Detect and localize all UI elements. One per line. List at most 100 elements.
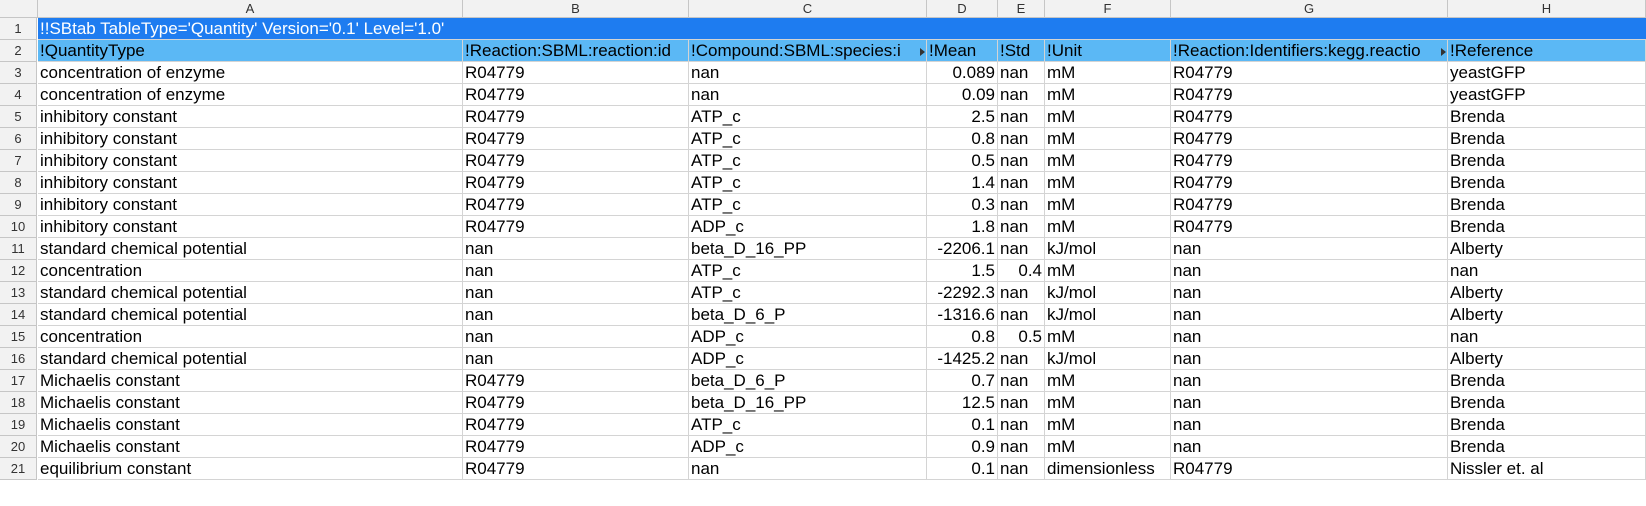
table-cell-e[interactable]: nan <box>998 194 1045 216</box>
table-cell-a[interactable]: concentration <box>38 326 463 348</box>
table-cell-c[interactable]: nan <box>689 62 927 84</box>
table-cell-h[interactable]: Alberty <box>1448 282 1646 304</box>
column-header-d[interactable]: D <box>927 0 998 17</box>
table-cell-g[interactable]: R04779 <box>1171 84 1448 106</box>
table-cell-d[interactable]: 0.8 <box>927 128 998 150</box>
table-cell-h[interactable]: Brenda <box>1448 128 1646 150</box>
table-cell-f[interactable]: mM <box>1045 392 1171 414</box>
table-cell-d[interactable]: 0.7 <box>927 370 998 392</box>
table-cell-h[interactable]: Alberty <box>1448 238 1646 260</box>
table-cell-h[interactable]: Nissler et. al <box>1448 458 1646 480</box>
table-cell-a[interactable]: Michaelis constant <box>38 370 463 392</box>
table-cell-a[interactable]: inhibitory constant <box>38 106 463 128</box>
table-cell-b[interactable]: R04779 <box>463 62 689 84</box>
column-header-g[interactable]: G <box>1171 0 1448 17</box>
table-cell-g[interactable]: R04779 <box>1171 150 1448 172</box>
row-header-6[interactable]: 6 <box>0 128 37 150</box>
table-cell-e[interactable]: nan <box>998 436 1045 458</box>
table-cell-d[interactable]: 0.9 <box>927 436 998 458</box>
row-header-11[interactable]: 11 <box>0 238 37 260</box>
table-cell-a[interactable]: inhibitory constant <box>38 216 463 238</box>
table-cell-h[interactable]: Brenda <box>1448 194 1646 216</box>
table-cell-a[interactable]: inhibitory constant <box>38 194 463 216</box>
table-cell-c[interactable]: ADP_c <box>689 348 927 370</box>
table-cell-h[interactable]: Brenda <box>1448 436 1646 458</box>
table-cell-h[interactable]: nan <box>1448 260 1646 282</box>
table-cell-f[interactable]: kJ/mol <box>1045 348 1171 370</box>
table-cell-a[interactable]: concentration <box>38 260 463 282</box>
table-cell-d[interactable]: 0.5 <box>927 150 998 172</box>
table-cell-a[interactable]: standard chemical potential <box>38 282 463 304</box>
table-cell-g[interactable]: nan <box>1171 260 1448 282</box>
table-cell-f[interactable]: mM <box>1045 128 1171 150</box>
table-cell-d[interactable]: 0.089 <box>927 62 998 84</box>
row-header-7[interactable]: 7 <box>0 150 37 172</box>
table-cell-e[interactable]: nan <box>998 282 1045 304</box>
row-header-16[interactable]: 16 <box>0 348 37 370</box>
column-header-b[interactable]: B <box>463 0 689 17</box>
table-cell-a[interactable]: standard chemical potential <box>38 348 463 370</box>
table-cell-g[interactable]: R04779 <box>1171 62 1448 84</box>
table-cell-b[interactable]: nan <box>463 348 689 370</box>
table-cell-g[interactable]: nan <box>1171 436 1448 458</box>
row-header-14[interactable]: 14 <box>0 304 37 326</box>
column-header-e[interactable]: E <box>998 0 1045 17</box>
table-cell-h[interactable]: Brenda <box>1448 106 1646 128</box>
table-cell-e[interactable]: nan <box>998 150 1045 172</box>
table-cell-c[interactable]: ATP_c <box>689 106 927 128</box>
table-cell-e[interactable]: 0.4 <box>998 260 1045 282</box>
column-header-f[interactable]: F <box>1045 0 1171 17</box>
table-cell-d[interactable]: 1.8 <box>927 216 998 238</box>
table-cell-b[interactable]: R04779 <box>463 436 689 458</box>
table-cell-e[interactable]: nan <box>998 238 1045 260</box>
table-cell-a[interactable]: standard chemical potential <box>38 238 463 260</box>
table-cell-g[interactable]: nan <box>1171 414 1448 436</box>
table-cell-f[interactable]: kJ/mol <box>1045 304 1171 326</box>
table-cell-g[interactable]: nan <box>1171 370 1448 392</box>
table-cell-b[interactable]: R04779 <box>463 106 689 128</box>
table-cell-e[interactable]: nan <box>998 106 1045 128</box>
row-header-19[interactable]: 19 <box>0 414 37 436</box>
table-cell-a[interactable]: standard chemical potential <box>38 304 463 326</box>
table-cell-f[interactable]: kJ/mol <box>1045 238 1171 260</box>
table-cell-h[interactable]: Brenda <box>1448 414 1646 436</box>
column-header-h[interactable]: H <box>1448 0 1646 17</box>
table-cell-a[interactable]: inhibitory constant <box>38 128 463 150</box>
table-cell-h[interactable]: Alberty <box>1448 304 1646 326</box>
table-cell-g[interactable]: nan <box>1171 238 1448 260</box>
table-cell-d[interactable]: -2292.3 <box>927 282 998 304</box>
row-header-2[interactable]: 2 <box>0 40 37 62</box>
table-cell-g[interactable]: nan <box>1171 304 1448 326</box>
table-cell-e[interactable]: nan <box>998 128 1045 150</box>
table-cell-e[interactable]: nan <box>998 304 1045 326</box>
table-cell-d[interactable]: 12.5 <box>927 392 998 414</box>
table-cell-f[interactable]: mM <box>1045 260 1171 282</box>
table-cell-h[interactable]: Brenda <box>1448 150 1646 172</box>
row-header-4[interactable]: 4 <box>0 84 37 106</box>
table-cell-c[interactable]: ATP_c <box>689 282 927 304</box>
table-cell-e[interactable]: nan <box>998 62 1045 84</box>
row-header-17[interactable]: 17 <box>0 370 37 392</box>
table-cell-d[interactable]: -2206.1 <box>927 238 998 260</box>
header-cell[interactable]: !Mean <box>927 40 998 62</box>
table-cell-b[interactable]: R04779 <box>463 414 689 436</box>
table-cell-b[interactable]: nan <box>463 326 689 348</box>
sbtab-title-row[interactable]: !!SBtab TableType='Quantity' Version='0.… <box>38 18 1646 40</box>
table-cell-g[interactable]: R04779 <box>1171 194 1448 216</box>
table-cell-d[interactable]: -1316.6 <box>927 304 998 326</box>
table-cell-d[interactable]: -1425.2 <box>927 348 998 370</box>
table-cell-f[interactable]: mM <box>1045 370 1171 392</box>
table-cell-c[interactable]: ATP_c <box>689 194 927 216</box>
table-cell-a[interactable]: inhibitory constant <box>38 150 463 172</box>
table-cell-a[interactable]: concentration of enzyme <box>38 84 463 106</box>
table-cell-f[interactable]: dimensionless <box>1045 458 1171 480</box>
table-cell-b[interactable]: R04779 <box>463 150 689 172</box>
table-cell-g[interactable]: R04779 <box>1171 128 1448 150</box>
table-cell-d[interactable]: 2.5 <box>927 106 998 128</box>
table-cell-b[interactable]: R04779 <box>463 84 689 106</box>
table-cell-b[interactable]: nan <box>463 238 689 260</box>
row-header-9[interactable]: 9 <box>0 194 37 216</box>
table-cell-c[interactable]: beta_D_6_P <box>689 304 927 326</box>
table-cell-h[interactable]: Brenda <box>1448 172 1646 194</box>
table-cell-d[interactable]: 0.8 <box>927 326 998 348</box>
